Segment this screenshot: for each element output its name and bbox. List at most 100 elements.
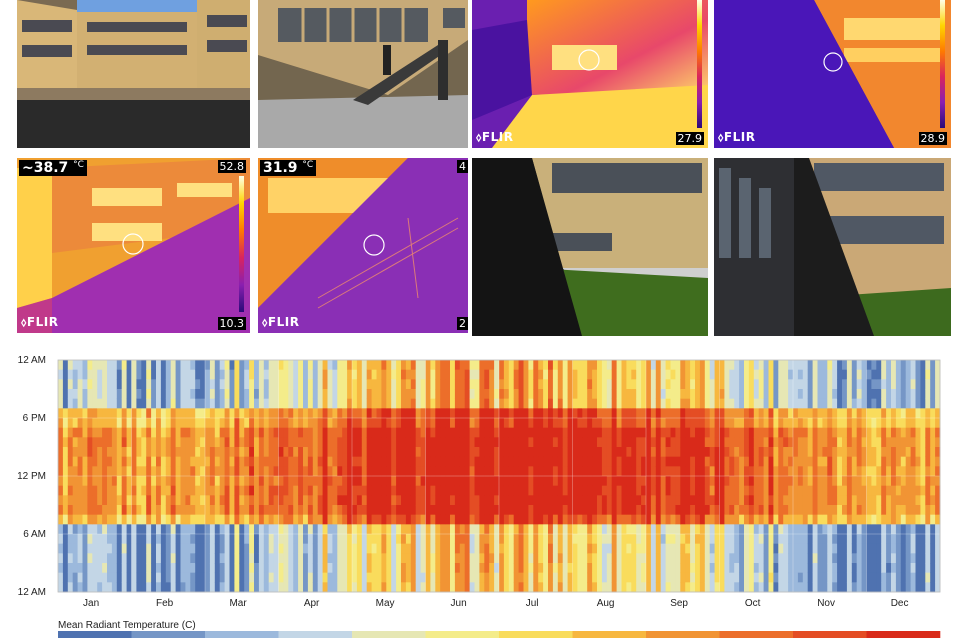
heatmap-cell	[930, 514, 936, 525]
heatmap-cell	[577, 360, 583, 371]
heatmap-cell	[337, 456, 343, 467]
heatmap-cell	[665, 485, 671, 496]
heatmap-cell	[636, 360, 642, 371]
heatmap-cell	[675, 408, 681, 419]
heatmap-cell	[283, 389, 289, 400]
heatmap-cell	[734, 389, 740, 400]
heatmap-cell	[454, 485, 461, 496]
heatmap-cell	[518, 534, 524, 545]
heatmap-cell	[332, 582, 338, 593]
heatmap-cell	[381, 543, 387, 554]
heatmap-cell	[175, 534, 181, 545]
heatmap-cell	[641, 437, 647, 448]
heatmap-cell	[205, 505, 211, 516]
heatmap-cell	[160, 369, 167, 380]
heatmap-cell	[97, 437, 103, 448]
heatmap-cell	[415, 418, 421, 429]
heatmap-cell	[670, 437, 676, 448]
heatmap-cell	[719, 437, 725, 448]
heatmap-cell	[239, 418, 245, 429]
heatmap-cell	[817, 379, 823, 390]
heatmap-cell	[469, 505, 475, 516]
heatmap-cell	[121, 485, 127, 496]
heatmap-cell	[611, 466, 617, 477]
heatmap-cell	[626, 534, 632, 545]
heatmap-cell	[136, 447, 142, 458]
heatmap-cell	[788, 379, 794, 390]
heatmap-cell	[601, 456, 608, 467]
heatmap-cell	[582, 437, 588, 448]
heatmap-cell	[494, 427, 500, 438]
heatmap-cell	[87, 398, 93, 409]
heatmap-cell	[450, 379, 456, 390]
heatmap-cell	[685, 408, 691, 419]
heatmap-cell	[307, 418, 314, 429]
heatmap-cell	[592, 543, 598, 554]
heatmap-cell	[489, 389, 495, 400]
heatmap-cell	[851, 418, 858, 429]
heatmap-cell	[552, 456, 559, 467]
heatmap-cell	[116, 495, 123, 506]
heatmap-cell	[518, 369, 524, 380]
heatmap-cell	[920, 437, 926, 448]
heatmap-cell	[503, 553, 510, 564]
heatmap-cell	[410, 427, 417, 438]
heatmap-cell	[205, 398, 211, 409]
flir-logo: ⬨FLIR	[21, 315, 59, 329]
heatmap-cell	[410, 524, 417, 535]
heatmap-cell	[734, 514, 740, 525]
heatmap-cell	[592, 447, 598, 458]
heatmap-cell	[337, 437, 343, 448]
heatmap-cell	[499, 466, 505, 477]
heatmap-cell	[479, 466, 485, 477]
heatmap-cell	[356, 563, 363, 574]
heatmap-cell	[582, 524, 588, 535]
heatmap-cell	[670, 572, 676, 583]
heatmap-cell	[763, 485, 769, 496]
heatmap-cell	[156, 495, 162, 506]
heatmap-cell	[528, 582, 534, 593]
heatmap-cell	[263, 456, 270, 467]
heatmap-cell	[714, 534, 720, 545]
heatmap-cell	[209, 553, 216, 564]
heatmap-cell	[822, 466, 828, 477]
heatmap-cell	[396, 485, 402, 496]
heatmap-cell	[469, 398, 475, 409]
heatmap-cell	[366, 524, 372, 535]
heatmap-cell	[165, 360, 172, 371]
heatmap-cell	[925, 563, 931, 574]
heatmap-cell	[832, 369, 838, 380]
heatmap-cell	[724, 447, 730, 458]
heatmap-cell	[621, 543, 627, 554]
heatmap-cell	[626, 514, 632, 525]
heatmap-cell	[748, 456, 755, 467]
heatmap-cell	[773, 495, 779, 506]
heatmap-cell	[121, 437, 127, 448]
heatmap-cell	[807, 543, 813, 554]
heatmap-cell	[734, 408, 740, 419]
heatmap-cell	[77, 369, 83, 380]
heatmap-cell	[131, 398, 137, 409]
heatmap-cell	[352, 418, 358, 429]
heatmap-cell	[891, 476, 897, 487]
heatmap-cell	[440, 485, 446, 496]
heatmap-cell	[401, 553, 407, 564]
heatmap-cell	[797, 369, 804, 380]
heatmap-cell	[322, 437, 328, 448]
heatmap-cell	[866, 456, 872, 467]
heatmap-cell	[92, 524, 98, 535]
heatmap-cell	[440, 514, 446, 525]
heatmap-cell	[322, 466, 328, 477]
heatmap-cell	[503, 582, 510, 593]
heatmap-cell	[450, 369, 456, 380]
heatmap-cell	[77, 466, 83, 477]
heatmap-cell	[268, 389, 274, 400]
heatmap-cell	[797, 534, 804, 545]
heatmap-cell	[685, 360, 691, 371]
heatmap-cell	[170, 408, 176, 419]
heatmap-cell	[714, 427, 720, 438]
heatmap-cell	[616, 456, 622, 467]
heatmap-cell	[415, 379, 421, 390]
heatmap-cell	[768, 534, 774, 545]
heatmap-cell	[327, 553, 333, 564]
